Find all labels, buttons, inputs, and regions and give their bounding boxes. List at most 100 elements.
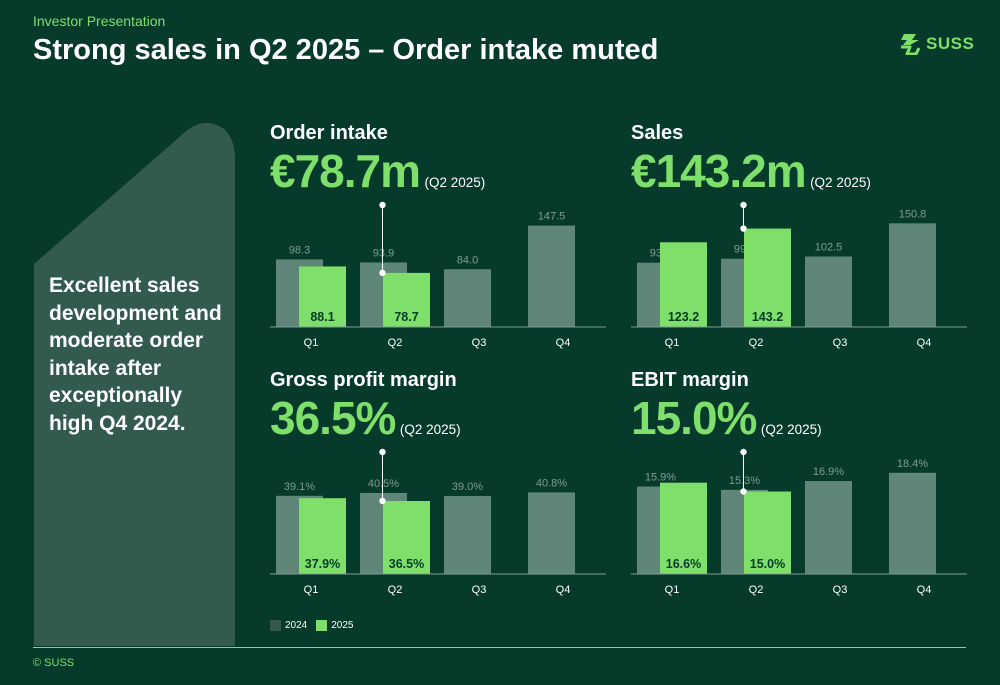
suss-logo-icon <box>901 34 920 55</box>
kpi-value: 36.5% <box>270 392 396 444</box>
suss-logo: SUSS <box>900 33 974 55</box>
x-tick-label-q3: Q3 <box>833 337 848 349</box>
order-intake-chart: 98.3 88.1 Q1 93.9 78.7 Q2 84.0 Q3 147.5 Q4 <box>270 201 606 349</box>
side-panel <box>34 122 235 646</box>
kpi-note: (Q2 2025) <box>424 175 486 190</box>
x-tick-label-q2: Q2 <box>749 584 764 596</box>
bar-2024-q3 <box>444 496 491 574</box>
x-tick-label-q3: Q3 <box>833 584 848 596</box>
highlight-dot-top <box>379 448 386 456</box>
value-label-2024-q1: 39.1% <box>284 481 315 493</box>
x-tick-label-q2: Q2 <box>388 584 403 596</box>
bar-2024-q4 <box>528 225 575 327</box>
value-label-2024-q3: 16.9% <box>813 466 844 478</box>
footer-copyright: © SUSS <box>33 657 75 669</box>
bar-2025-q1 <box>299 266 346 327</box>
value-label-2025-q1: 123.2 <box>668 310 699 324</box>
highlight-dot-bar <box>740 225 747 232</box>
kpi: €143.2m (Q2 2025) <box>631 144 871 198</box>
bar-2025-q2 <box>744 228 791 327</box>
x-tick-label-q2: Q2 <box>749 337 764 349</box>
bar-2025-q1 <box>299 498 346 574</box>
value-label-2025-q2: 143.2 <box>752 310 783 324</box>
bar-2025-q2 <box>383 501 430 574</box>
x-tick-label-q3: Q3 <box>472 584 487 596</box>
presentation-kicker: Investor Presentation <box>33 13 166 29</box>
x-tick-label-q4: Q4 <box>917 337 932 349</box>
footer-divider <box>33 647 966 648</box>
bar-2025-q1 <box>660 482 707 574</box>
kpi: €78.7m (Q2 2025) <box>270 144 485 198</box>
panel-title: Gross profit margin <box>270 369 457 391</box>
highlight-dot-top <box>379 201 386 209</box>
value-label-2024-q4: 18.4% <box>897 458 928 470</box>
value-label-2025-q1: 16.6% <box>666 557 701 571</box>
x-tick-label-q1: Q1 <box>665 584 680 596</box>
legend-item-2025: 2025 <box>316 620 354 631</box>
ebit-margin-chart: 15.9% 16.6% Q1 15.3% 15.0% Q2 16.9% Q3 18.4% Q4 <box>631 448 967 596</box>
bar-2024-q4 <box>889 223 936 327</box>
kpi-value: €78.7m <box>270 145 421 197</box>
panel-title: EBIT margin <box>631 369 749 391</box>
value-label-2024-q2: 93.9 <box>373 247 394 259</box>
kpi-value: 15.0% <box>631 392 757 444</box>
kpi-note: (Q2 2025) <box>399 422 461 437</box>
value-label-2024-q4: 150.8 <box>899 208 927 220</box>
value-label-2024-q1: 15.9% <box>645 472 676 484</box>
bar-2025-q2 <box>744 491 791 574</box>
highlight-dot-bar <box>379 497 386 505</box>
highlight-dot-top <box>740 201 747 209</box>
value-label-2024-q4: 147.5 <box>538 211 566 223</box>
x-tick-label-q4: Q4 <box>917 584 932 596</box>
bar-2025-q1 <box>660 242 707 327</box>
ebit-margin-panel: EBIT margin 15.0% (Q2 2025) 15.9% 16.6% Q1… <box>631 369 967 609</box>
value-label-2024-q3: 39.0% <box>452 481 483 493</box>
x-tick-label-q1: Q1 <box>304 584 319 596</box>
value-label-2025-q2: 78.7 <box>394 310 418 324</box>
value-label-2025-q2: 36.5% <box>389 557 424 571</box>
value-label-2024-q2: 15.3% <box>729 475 760 487</box>
kpi-note: (Q2 2025) <box>760 422 822 437</box>
bar-2024-q3 <box>805 481 852 574</box>
legend: 2024 2025 <box>270 620 363 631</box>
panel-title: Sales <box>631 122 684 144</box>
bar-2024-q4 <box>889 472 936 574</box>
legend-item-2024: 2024 <box>270 620 307 631</box>
legend-swatch-2024 <box>270 620 281 631</box>
value-label-2024-q4: 40.8% <box>536 477 567 489</box>
value-label-2025-q1: 37.9% <box>305 557 340 571</box>
kpi: 36.5% (Q2 2025) <box>270 391 461 445</box>
bar-2024-q3 <box>805 256 852 327</box>
gross-profit-margin-panel: Gross profit margin 36.5% (Q2 2025) 39.1… <box>270 369 606 609</box>
value-label-2024-q3: 84.0 <box>457 254 478 266</box>
x-tick-label-q2: Q2 <box>388 337 403 349</box>
x-tick-label-q1: Q1 <box>665 337 680 349</box>
x-tick-label-q3: Q3 <box>472 337 487 349</box>
kpi: 15.0% (Q2 2025) <box>631 391 822 445</box>
sales-panel: Sales €143.2m (Q2 2025) 93.5123.2Q199.31… <box>631 122 967 362</box>
bar-2025-q2 <box>383 272 430 327</box>
sidebar-summary: Excellent sales development and moderate… <box>49 274 222 435</box>
x-tick-label-q4: Q4 <box>556 337 571 349</box>
gross-profit-margin-chart: 39.1% 37.9% Q1 40.5% 36.5% Q2 39.0% Q3 40.8% Q4 <box>270 448 606 596</box>
highlight-dot-bar <box>740 488 747 495</box>
value-label-2024-q2: 40.5% <box>368 478 399 490</box>
bar-2024-q4 <box>528 492 575 574</box>
legend-swatch-2025 <box>316 620 328 631</box>
value-label-2025-q1: 88.1 <box>310 310 334 324</box>
x-tick-label-q4: Q4 <box>556 584 571 596</box>
value-label-2024-q3: 102.5 <box>815 242 843 254</box>
value-label-2024-q1: 98.3 <box>289 244 310 256</box>
legend-label-2025: 2025 <box>331 620 354 631</box>
kpi-value: €143.2m <box>631 145 807 197</box>
value-label-2025-q2: 15.0% <box>750 557 785 571</box>
highlight-dot-bar <box>379 269 386 277</box>
x-tick-label-q1: Q1 <box>304 337 319 349</box>
bar-2024-q3 <box>444 269 491 327</box>
slide-title: Strong sales in Q2 2025 – Order intake m… <box>33 34 659 66</box>
highlight-dot-top <box>740 448 747 456</box>
panel-title: Order intake <box>270 122 388 144</box>
logo-text: SUSS <box>926 34 975 53</box>
order-intake-panel: Order intake €78.7m (Q2 2025) 98.3 88.1 Q1… <box>270 122 606 362</box>
